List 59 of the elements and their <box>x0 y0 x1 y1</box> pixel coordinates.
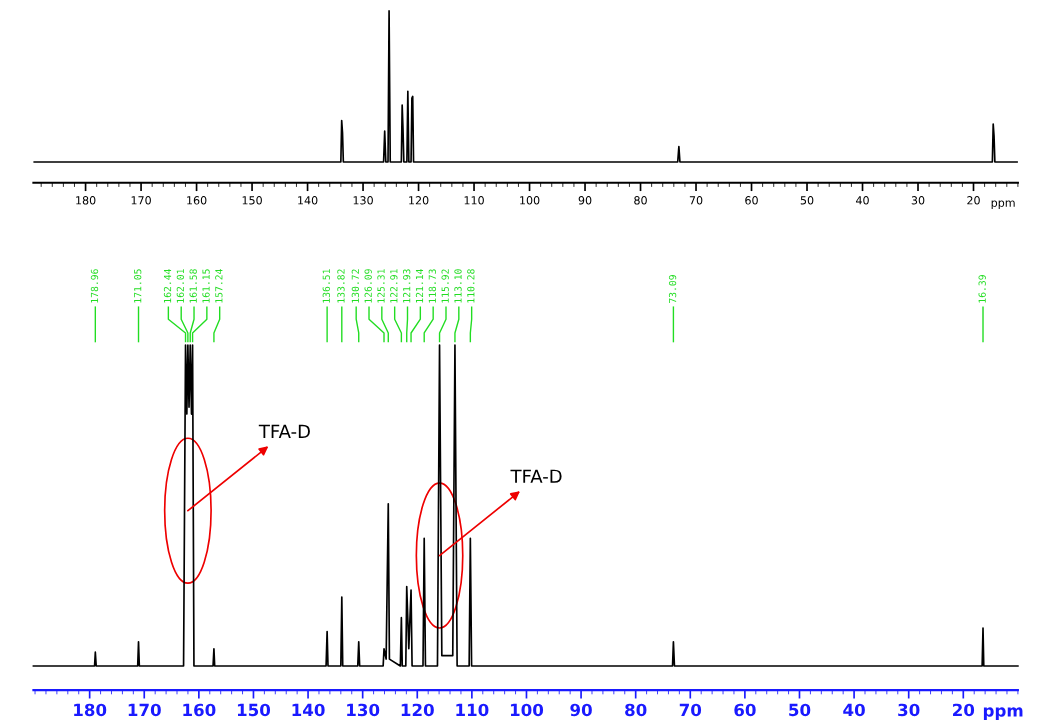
annotation: TFA-D <box>510 469 562 483</box>
annotation: 110.28 <box>467 269 475 303</box>
x-tick-label: 110 <box>456 703 489 717</box>
x-tick-label: 150 <box>237 703 271 717</box>
annotation: 162.44 <box>163 269 172 303</box>
x-tick-label: 180 <box>76 196 96 205</box>
x-tick-label: 70 <box>679 703 702 717</box>
x-tick-label: 170 <box>128 703 161 717</box>
x-tick-label: 140 <box>298 196 318 205</box>
x-tick-label: 100 <box>520 196 540 205</box>
x-tick-label: 70 <box>689 196 703 205</box>
annotation: 136.51 <box>322 269 330 303</box>
x-tick-label: 140 <box>292 703 325 717</box>
x-tick-label: 80 <box>625 703 647 717</box>
x-tick-label: 130 <box>347 703 380 717</box>
annotation: 161.58 <box>189 269 197 303</box>
x-tick-label: 90 <box>578 196 592 205</box>
x-tick-label: 40 <box>843 703 865 717</box>
x-tick-label: 130 <box>353 196 373 205</box>
x-tick-label: 60 <box>745 196 758 205</box>
annotation: 161.15 <box>202 269 210 303</box>
x-tick-label: 160 <box>187 196 207 205</box>
annotation: 157.24 <box>215 269 223 303</box>
x-tick-label: 120 <box>401 703 434 717</box>
x-tick-label: 40 <box>855 196 869 205</box>
x-tick-label: 90 <box>570 703 592 717</box>
annotation: 126.09 <box>364 269 372 303</box>
x-tick-label: 120 <box>409 196 429 205</box>
annotation: 115.92 <box>441 269 449 303</box>
annotation: 121.14 <box>415 269 424 303</box>
annotation: 133.82 <box>337 269 345 303</box>
x-tick-label: 30 <box>911 196 925 205</box>
x-tick-label: 170 <box>131 196 151 205</box>
x-tick-label: 80 <box>634 196 647 205</box>
x-tick-label: 20 <box>967 196 980 205</box>
annotation: 121.93 <box>403 269 411 303</box>
x-tick-label: 50 <box>789 703 811 717</box>
annotation: 73.09 <box>668 275 677 303</box>
x-tick-label: 60 <box>734 703 756 717</box>
x-tick-label: 110 <box>464 196 484 205</box>
x-tick-label: 180 <box>74 703 107 717</box>
annotation: 118.73 <box>428 269 437 303</box>
x-tick-label: 30 <box>898 703 920 717</box>
x-tick-label: 50 <box>800 196 814 205</box>
annotation: 130.72 <box>351 269 360 303</box>
annotation: 113.10 <box>454 269 462 303</box>
x-tick-label: 150 <box>242 196 262 205</box>
annotation: 162.01 <box>176 269 185 303</box>
annotation: 122.91 <box>390 269 398 303</box>
annotation: 16.39 <box>978 275 986 303</box>
x-axis-title: ppm <box>991 200 1015 210</box>
annotation: 125.31 <box>377 269 385 303</box>
annotation: 178.96 <box>90 269 99 303</box>
x-axis-title: ppm <box>983 707 1023 721</box>
x-tick-label: 160 <box>183 703 216 717</box>
annotation: TFA-D <box>258 424 310 438</box>
annotation: 171.05 <box>134 269 142 303</box>
x-tick-label: 100 <box>510 703 544 717</box>
x-tick-label: 20 <box>953 703 975 717</box>
